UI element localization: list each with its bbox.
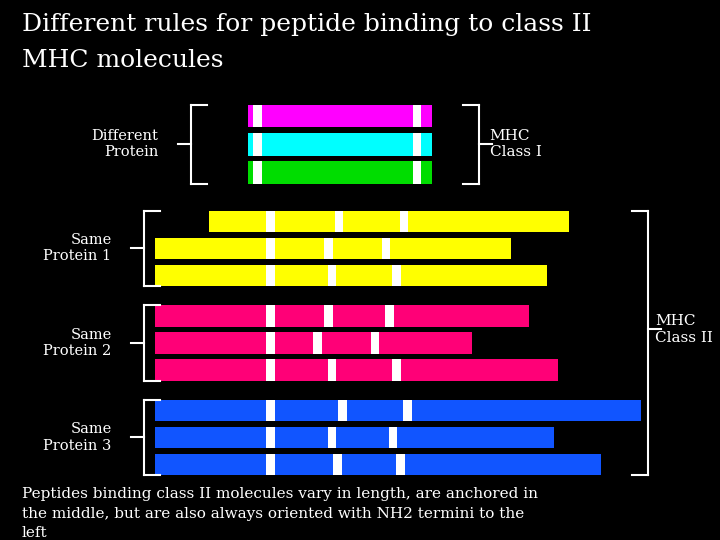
- Bar: [209, 211, 569, 232]
- Bar: [338, 400, 347, 421]
- Bar: [266, 400, 275, 421]
- Bar: [253, 133, 262, 156]
- Bar: [253, 161, 262, 184]
- Bar: [385, 305, 394, 327]
- Bar: [248, 161, 432, 184]
- Bar: [266, 359, 275, 381]
- Text: MHC
Class I: MHC Class I: [490, 129, 541, 159]
- Bar: [333, 454, 342, 475]
- Bar: [413, 105, 421, 127]
- Bar: [155, 238, 511, 259]
- Text: Peptides binding class II molecules vary in length, are anchored in
the middle, : Peptides binding class II molecules vary…: [22, 487, 538, 540]
- Text: Same
Protein 2: Same Protein 2: [43, 328, 112, 358]
- Bar: [248, 105, 432, 127]
- Bar: [382, 238, 390, 259]
- Bar: [155, 265, 547, 286]
- Bar: [253, 105, 262, 127]
- Text: Same
Protein 3: Same Protein 3: [43, 422, 112, 453]
- Bar: [266, 454, 275, 475]
- Bar: [155, 305, 529, 327]
- Bar: [392, 359, 401, 381]
- Bar: [392, 265, 401, 286]
- Text: Different rules for peptide binding to class II: Different rules for peptide binding to c…: [22, 14, 591, 37]
- Bar: [389, 427, 397, 448]
- Bar: [155, 359, 558, 381]
- Bar: [266, 305, 275, 327]
- Bar: [413, 161, 421, 184]
- Bar: [266, 211, 275, 232]
- Bar: [155, 454, 601, 475]
- Text: MHC molecules: MHC molecules: [22, 49, 223, 72]
- Bar: [328, 359, 336, 381]
- Bar: [155, 332, 472, 354]
- Bar: [266, 427, 275, 448]
- Bar: [266, 332, 275, 354]
- Bar: [155, 400, 641, 421]
- Bar: [328, 265, 336, 286]
- Bar: [313, 332, 322, 354]
- Bar: [371, 332, 379, 354]
- Bar: [413, 133, 421, 156]
- Bar: [266, 238, 275, 259]
- Bar: [266, 265, 275, 286]
- Text: Different
Protein: Different Protein: [91, 129, 158, 159]
- Bar: [248, 133, 432, 156]
- Bar: [403, 400, 412, 421]
- Bar: [335, 211, 343, 232]
- Bar: [155, 427, 554, 448]
- Bar: [328, 427, 336, 448]
- Bar: [324, 238, 333, 259]
- Text: MHC
Class II: MHC Class II: [655, 314, 713, 345]
- Text: Same
Protein 1: Same Protein 1: [43, 233, 112, 264]
- Bar: [324, 305, 333, 327]
- Bar: [400, 211, 408, 232]
- Bar: [396, 454, 405, 475]
